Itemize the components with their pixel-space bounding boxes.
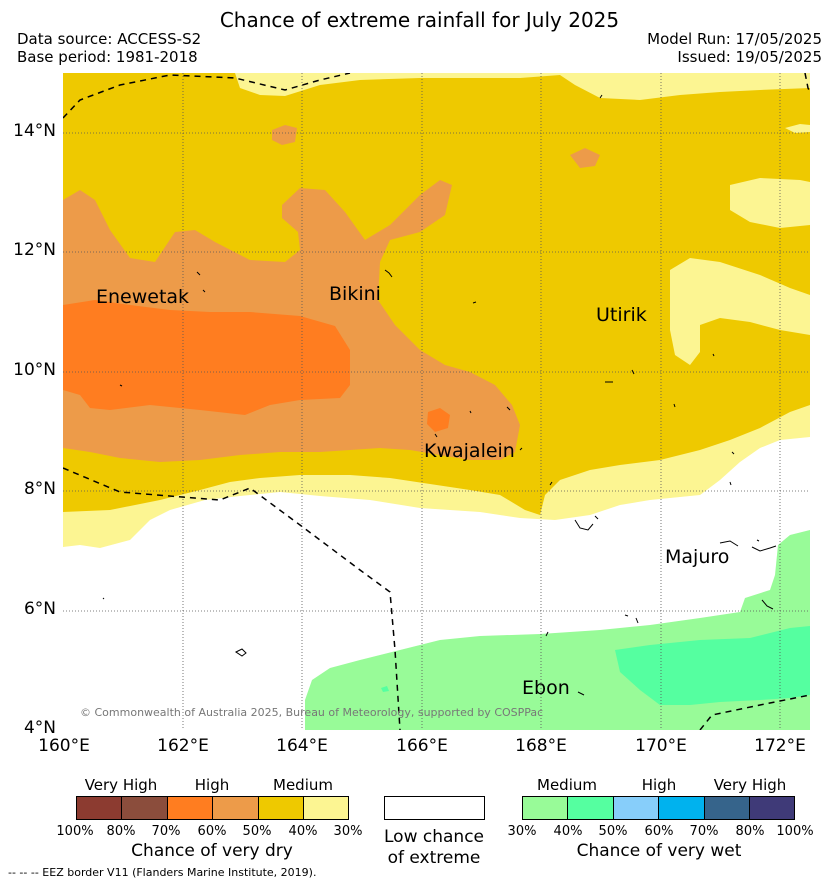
lon-label-160e: 160°E	[38, 736, 90, 756]
lon-label-164e: 164°E	[276, 736, 328, 756]
model-run: Model Run: 17/05/2025	[647, 30, 822, 48]
dry-30-40-patch	[730, 178, 810, 228]
lat-label-12n: 12°N	[13, 240, 56, 260]
dry-tick: 60%	[197, 824, 227, 839]
low-chance-line2: of extreme	[387, 848, 481, 868]
wet-tick: 30%	[507, 824, 537, 839]
dry-swatch-5	[303, 796, 350, 820]
dry-swatch-2	[166, 796, 214, 820]
dry-tick: 80%	[106, 824, 136, 839]
wet-header-high: High	[641, 776, 677, 794]
lat-label-14n: 14°N	[13, 121, 56, 141]
dry-tick: 100%	[56, 824, 94, 839]
dry-50-60-patch	[272, 125, 297, 145]
dry-60-70-region	[63, 300, 350, 415]
dry-header-medium: Medium	[273, 776, 333, 794]
wet-header-medium: Medium	[537, 776, 597, 794]
dry-header-high: High	[194, 776, 230, 794]
dry-swatch-4	[257, 796, 304, 820]
copyright-notice: © Commonwealth of Australia 2025, Bureau…	[80, 706, 544, 719]
dry-tick: 50%	[242, 824, 272, 839]
wet-tick: 60%	[644, 824, 674, 839]
lon-label-172e: 172°E	[754, 736, 806, 756]
issued-date: Issued: 19/05/2025	[677, 48, 822, 66]
dry-tick: 40%	[288, 824, 318, 839]
wet-tick: 40%	[553, 824, 583, 839]
wet-swatch-0	[522, 796, 569, 820]
dry-60-70-patch	[427, 408, 450, 432]
low-chance-swatch	[384, 796, 485, 820]
dry-tick: 70%	[151, 824, 181, 839]
dry-header-very-high: Very High	[84, 776, 158, 794]
wet-swatch-1	[567, 796, 614, 820]
wet-40-50-patch	[381, 686, 389, 692]
lat-label-6n: 6°N	[23, 599, 56, 619]
dry-30-40-patch	[785, 124, 810, 133]
base-period: Base period: 1981-2018	[17, 48, 198, 66]
lon-label-166e: 166°E	[396, 736, 448, 756]
low-chance-line1: Low chance	[384, 827, 484, 847]
lon-label-168e: 168°E	[515, 736, 567, 756]
place-majuro: Majuro	[665, 546, 730, 568]
eez-note: -- -- -- EEZ border V11 (Flanders Marine…	[8, 866, 317, 879]
lat-label-10n: 10°N	[13, 360, 56, 380]
wet-legend-title: Chance of very wet	[576, 841, 742, 861]
wet-tick: 50%	[598, 824, 628, 839]
wet-swatch-3	[658, 796, 705, 820]
dry-swatch-1	[121, 796, 168, 820]
map-title: Chance of extreme rainfall for July 2025	[219, 8, 620, 32]
lat-label-4n: 4°N	[23, 718, 56, 738]
lon-label-170e: 170°E	[635, 736, 687, 756]
place-kwajalein: Kwajalein	[424, 440, 515, 462]
wet-swatch-2	[612, 796, 660, 820]
wet-tick: 100%	[776, 824, 814, 839]
wet-tick: 70%	[689, 824, 719, 839]
dry-legend-title: Chance of very dry	[131, 841, 293, 861]
place-utirik: Utirik	[596, 304, 647, 326]
place-ebon: Ebon	[522, 677, 570, 699]
wet-swatch-5	[749, 796, 796, 820]
lon-label-162e: 162°E	[157, 736, 209, 756]
dry-swatch-3	[212, 796, 259, 820]
wet-40-50-region	[615, 626, 810, 705]
eez-borders	[63, 73, 810, 730]
data-source: Data source: ACCESS-S2	[17, 30, 202, 48]
lat-label-8n: 8°N	[23, 479, 56, 499]
dry-swatch-0	[76, 796, 123, 820]
wet-swatch-4	[703, 796, 750, 820]
place-enewetak: Enewetak	[96, 286, 190, 308]
dry-50-60-patch	[570, 148, 600, 168]
dry-30-40-patch	[670, 258, 810, 365]
wet-header-very-high: Very High	[713, 776, 787, 794]
place-bikini: Bikini	[329, 283, 381, 305]
wet-tick: 80%	[735, 824, 765, 839]
dry-tick: 30%	[333, 824, 363, 839]
islands	[102, 94, 777, 696]
